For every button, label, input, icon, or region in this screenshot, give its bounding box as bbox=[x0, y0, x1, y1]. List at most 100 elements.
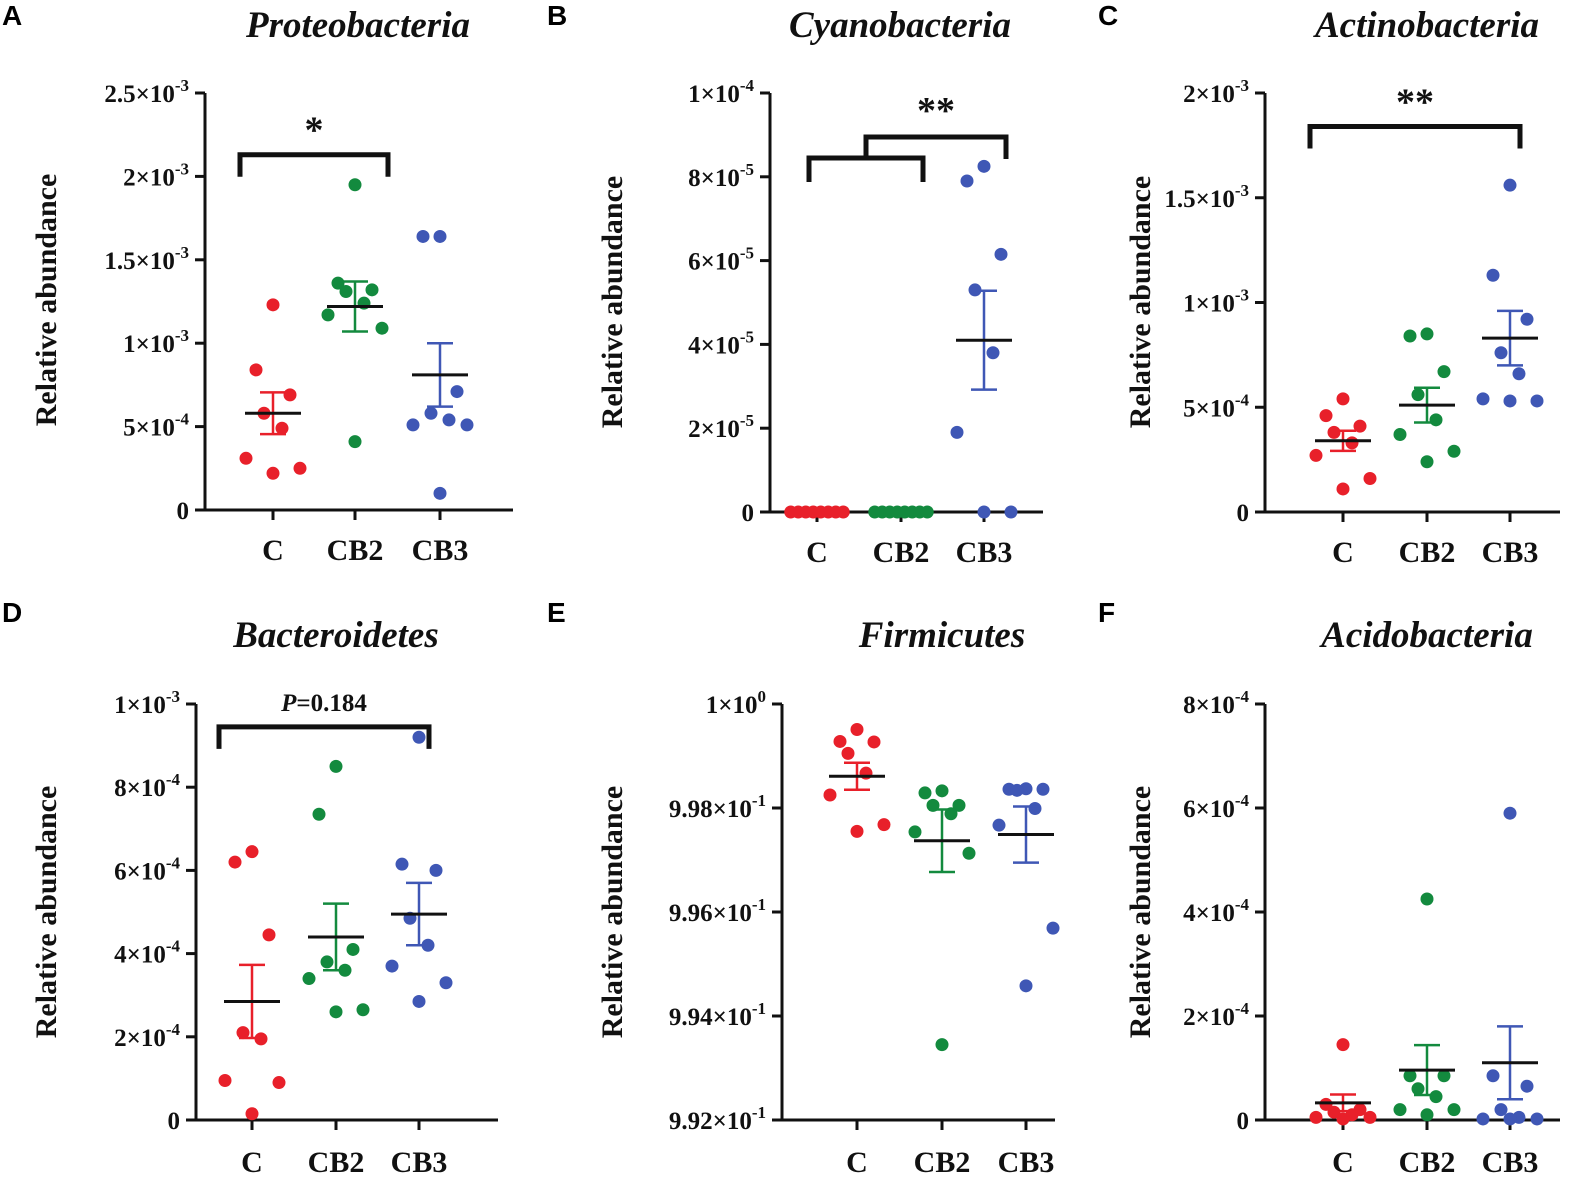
y-tick-mantissa: 2×10 bbox=[114, 1025, 166, 1052]
y-tick-exponent: -3 bbox=[1235, 76, 1249, 95]
y-tick-exponent: -3 bbox=[175, 76, 189, 95]
y-tick-exponent: -4 bbox=[166, 1020, 181, 1039]
series-cb2 bbox=[868, 505, 934, 519]
data-point bbox=[833, 734, 847, 748]
y-tick-exponent: -1 bbox=[752, 895, 766, 914]
y-tick-label: 8×10-5 bbox=[688, 160, 754, 192]
y-tick-mantissa: 1.5×10 bbox=[104, 248, 175, 275]
y-tick-exponent: -3 bbox=[166, 687, 180, 706]
data-point bbox=[823, 788, 837, 802]
x-tick-label: C bbox=[1332, 536, 1354, 569]
data-point bbox=[960, 174, 974, 188]
y-tick-exponent: 0 bbox=[758, 687, 767, 706]
data-point bbox=[986, 346, 1000, 360]
data-point bbox=[348, 435, 362, 449]
y-tick-label: 9.98×10-1 bbox=[669, 791, 766, 823]
data-point bbox=[1411, 1082, 1425, 1096]
y-tick-label: 0 bbox=[1237, 1108, 1250, 1135]
chart-title: Bacteroidetes bbox=[232, 615, 439, 656]
x-tick-label: C bbox=[846, 1146, 868, 1179]
data-point bbox=[356, 1003, 370, 1017]
y-tick-exponent: -1 bbox=[752, 1103, 766, 1122]
y-tick-mantissa: 8×10 bbox=[688, 165, 740, 192]
y-tick-label: 2×10-4 bbox=[1183, 999, 1249, 1031]
series-cb2 bbox=[302, 759, 370, 1019]
data-point bbox=[375, 321, 389, 335]
y-tick-label: 2.5×10-3 bbox=[104, 76, 189, 108]
data-point bbox=[245, 845, 259, 859]
data-point bbox=[1420, 892, 1434, 906]
data-point bbox=[1353, 419, 1367, 433]
data-point bbox=[312, 807, 326, 821]
data-point bbox=[346, 942, 360, 956]
x-tick-label: CB3 bbox=[412, 534, 469, 567]
y-tick-label: 0 bbox=[168, 1108, 181, 1135]
y-axis-label: Relative abundance bbox=[30, 786, 63, 1039]
y-tick-exponent: -1 bbox=[752, 791, 766, 810]
data-point bbox=[908, 825, 922, 839]
data-point bbox=[302, 972, 316, 986]
chart-title: Cyanobacteria bbox=[789, 5, 1011, 46]
data-point bbox=[1327, 425, 1341, 439]
series-c bbox=[784, 505, 850, 519]
y-tick-mantissa: 1×10 bbox=[706, 692, 758, 719]
data-point bbox=[1309, 448, 1323, 462]
y-tick-label: 9.94×10-1 bbox=[669, 999, 766, 1031]
panel-letter: E bbox=[547, 597, 566, 628]
series-cb2 bbox=[1393, 327, 1461, 469]
data-point bbox=[424, 406, 438, 420]
data-point bbox=[1046, 921, 1060, 935]
y-tick-exponent: -3 bbox=[175, 326, 189, 345]
p-value: =0.184 bbox=[296, 690, 367, 717]
data-point bbox=[1363, 1110, 1377, 1124]
data-point bbox=[1393, 427, 1407, 441]
significance-label: P=0.184 bbox=[280, 690, 367, 717]
data-point bbox=[450, 385, 464, 399]
data-point bbox=[1004, 505, 1018, 519]
y-axis-label: Relative abundance bbox=[596, 786, 629, 1039]
data-point bbox=[1403, 329, 1417, 343]
y-tick-mantissa: 5×10 bbox=[123, 415, 175, 442]
data-point bbox=[994, 247, 1008, 261]
y-tick-exponent: -3 bbox=[1235, 181, 1249, 200]
series-cb3 bbox=[1476, 178, 1544, 408]
data-point bbox=[952, 798, 966, 812]
y-tick-exponent: -3 bbox=[175, 243, 189, 262]
series-c bbox=[1309, 1038, 1377, 1126]
data-point bbox=[950, 425, 964, 439]
data-point bbox=[331, 276, 345, 290]
y-tick-mantissa: 2×10 bbox=[688, 416, 740, 443]
data-point bbox=[1420, 327, 1434, 341]
y-tick-mantissa: 4×10 bbox=[1183, 900, 1235, 927]
data-point bbox=[1393, 1103, 1407, 1117]
y-tick-mantissa: 2.5×10 bbox=[104, 81, 175, 108]
data-point bbox=[275, 421, 289, 435]
series-c bbox=[239, 298, 307, 480]
y-tick-label: 1.5×10-3 bbox=[1164, 181, 1249, 213]
y-tick-mantissa: 0 bbox=[742, 500, 755, 527]
y-tick-exponent: -4 bbox=[166, 937, 181, 956]
data-point bbox=[962, 846, 976, 860]
series-c bbox=[823, 722, 891, 838]
data-point bbox=[262, 928, 276, 942]
data-point bbox=[1503, 178, 1517, 192]
panel-letter: F bbox=[1098, 597, 1115, 628]
data-point bbox=[1494, 1103, 1508, 1117]
data-point bbox=[1512, 367, 1526, 381]
x-tick-label: CB2 bbox=[327, 534, 384, 567]
y-tick-exponent: -4 bbox=[740, 76, 755, 95]
series-cb3 bbox=[950, 159, 1018, 519]
y-tick-label: 4×10-4 bbox=[1183, 895, 1249, 927]
data-point bbox=[1336, 392, 1350, 406]
data-point bbox=[406, 418, 420, 432]
y-tick-mantissa: 5×10 bbox=[1183, 395, 1235, 422]
series-cb3 bbox=[992, 782, 1060, 993]
data-point bbox=[935, 1038, 949, 1052]
y-tick-mantissa: 1×10 bbox=[114, 692, 166, 719]
y-tick-label: 6×10-4 bbox=[1183, 791, 1249, 823]
y-tick-exponent: -3 bbox=[1235, 286, 1249, 305]
x-tick-label: CB3 bbox=[998, 1146, 1055, 1179]
significance-bracket bbox=[237, 152, 391, 177]
